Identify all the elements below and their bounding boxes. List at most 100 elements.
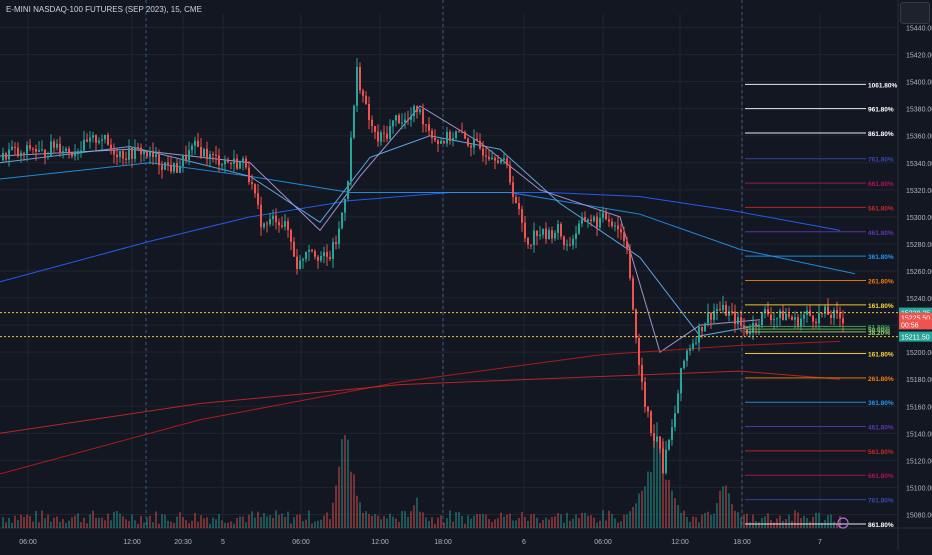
- volume-bar: [251, 511, 253, 528]
- volume-bar: [587, 515, 589, 528]
- volume-bar: [215, 519, 217, 528]
- candle: [353, 104, 355, 140]
- candle: [182, 154, 184, 173]
- candle-body: [101, 139, 103, 141]
- candle-body: [737, 317, 739, 325]
- candle: [281, 216, 283, 229]
- candle: [263, 222, 265, 230]
- volume-bar: [614, 518, 616, 528]
- candle-body: [500, 160, 502, 163]
- candle: [176, 158, 178, 174]
- volume-bar: [812, 516, 814, 528]
- candle: [305, 251, 307, 263]
- candle-body: [233, 158, 235, 164]
- chart-settings-button[interactable]: [900, 2, 930, 24]
- candle-body: [20, 152, 22, 157]
- candle: [533, 222, 535, 253]
- candle-body: [248, 167, 250, 183]
- volume-bar: [794, 510, 796, 528]
- volume-bar: [488, 519, 490, 528]
- candle: [689, 344, 691, 356]
- candle-body: [542, 228, 544, 235]
- price-tag: 15225.50: [899, 312, 932, 323]
- volume-bar: [101, 517, 103, 528]
- candle-body: [32, 148, 34, 150]
- candle: [551, 226, 553, 244]
- volume-bar: [734, 510, 736, 528]
- candle-body: [296, 256, 298, 269]
- candle-body: [290, 229, 292, 242]
- volume-bar: [374, 514, 376, 528]
- candle-body: [809, 310, 811, 316]
- candle: [206, 141, 208, 167]
- candle-body: [353, 105, 355, 138]
- y-tick-label: 15340.00: [906, 161, 932, 168]
- candle-body: [605, 212, 607, 220]
- candle: [683, 359, 685, 371]
- candle: [782, 304, 784, 321]
- candle: [593, 215, 595, 223]
- volume-bar: [158, 523, 160, 528]
- fib-level-label: 461.80%: [868, 425, 894, 432]
- volume-bar: [581, 512, 583, 528]
- candle-body: [794, 317, 796, 320]
- candle: [824, 304, 826, 318]
- volume-bar: [428, 520, 430, 528]
- candle-body: [761, 312, 763, 326]
- candle-body: [47, 156, 49, 158]
- candle-body: [536, 230, 538, 236]
- volume-bar: [482, 514, 484, 528]
- volume-bar: [455, 512, 457, 528]
- candle: [560, 221, 562, 240]
- volume-bar: [119, 513, 121, 528]
- volume-bar: [830, 514, 832, 528]
- volume-bar: [254, 517, 256, 528]
- volume-bar: [407, 516, 409, 528]
- volume-bar: [713, 513, 715, 528]
- candle: [563, 235, 565, 250]
- fib-level: 761.80%: [745, 157, 894, 164]
- candle-body: [2, 153, 4, 161]
- candle-body: [428, 124, 430, 131]
- candle-body: [38, 149, 40, 152]
- candle-body: [671, 427, 673, 440]
- volume-bar: [299, 514, 301, 528]
- candle: [47, 151, 49, 160]
- candle-body: [788, 313, 790, 317]
- fib-level: 261.80%: [745, 376, 894, 383]
- candle-body: [539, 234, 541, 236]
- candle-body: [185, 154, 187, 160]
- volume-bar: [2, 517, 4, 528]
- fib-level: 161.80%: [745, 352, 894, 359]
- fib-level-label: 461.80%: [868, 230, 894, 237]
- candle: [728, 305, 730, 322]
- candle: [542, 228, 544, 239]
- y-tick-label: 15100.00: [906, 485, 932, 492]
- volume-bar: [131, 514, 133, 528]
- volume-bar: [662, 438, 664, 528]
- candle-body: [755, 323, 757, 328]
- candle-body: [695, 342, 697, 344]
- fib-level: 661.80%: [745, 181, 894, 188]
- candle: [584, 211, 586, 223]
- fib-level-label: 261.80%: [868, 278, 894, 285]
- candle-body: [251, 182, 253, 185]
- volume-bar: [626, 514, 628, 528]
- candle: [536, 230, 538, 246]
- volume-bar: [383, 516, 385, 528]
- volume-bar: [623, 514, 625, 528]
- volume-bar: [128, 520, 130, 528]
- candle: [656, 436, 658, 443]
- candle: [257, 184, 259, 210]
- price-tag-label: 15225.50: [901, 316, 930, 323]
- volume-bar: [578, 518, 580, 528]
- candle-body: [506, 158, 508, 166]
- candle: [833, 307, 835, 326]
- candle-body: [623, 232, 625, 241]
- candle-body: [590, 219, 592, 222]
- volume-bar: [137, 523, 139, 528]
- volume-bar: [704, 512, 706, 528]
- volume-bar: [377, 515, 379, 528]
